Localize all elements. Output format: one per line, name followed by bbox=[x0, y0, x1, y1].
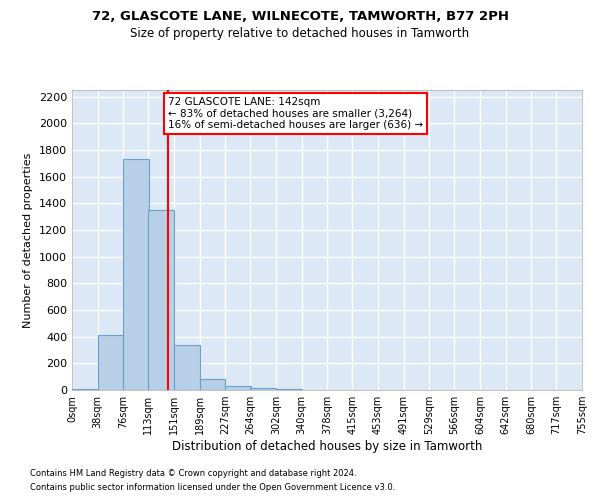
Bar bbox=[174, 344, 200, 390]
Bar bbox=[250, 388, 276, 390]
Bar bbox=[98, 336, 124, 390]
Bar bbox=[226, 386, 251, 390]
Y-axis label: Number of detached properties: Number of detached properties bbox=[23, 152, 34, 328]
Text: 72 GLASCOTE LANE: 142sqm
← 83% of detached houses are smaller (3,264)
16% of sem: 72 GLASCOTE LANE: 142sqm ← 83% of detach… bbox=[168, 96, 423, 130]
X-axis label: Distribution of detached houses by size in Tamworth: Distribution of detached houses by size … bbox=[172, 440, 482, 453]
Bar bbox=[72, 388, 98, 390]
Bar bbox=[200, 380, 226, 390]
Bar bbox=[124, 160, 149, 390]
Text: Size of property relative to detached houses in Tamworth: Size of property relative to detached ho… bbox=[130, 28, 470, 40]
Text: Contains public sector information licensed under the Open Government Licence v3: Contains public sector information licen… bbox=[30, 484, 395, 492]
Text: Contains HM Land Registry data © Crown copyright and database right 2024.: Contains HM Land Registry data © Crown c… bbox=[30, 468, 356, 477]
Text: 72, GLASCOTE LANE, WILNECOTE, TAMWORTH, B77 2PH: 72, GLASCOTE LANE, WILNECOTE, TAMWORTH, … bbox=[91, 10, 509, 23]
Bar bbox=[148, 210, 174, 390]
